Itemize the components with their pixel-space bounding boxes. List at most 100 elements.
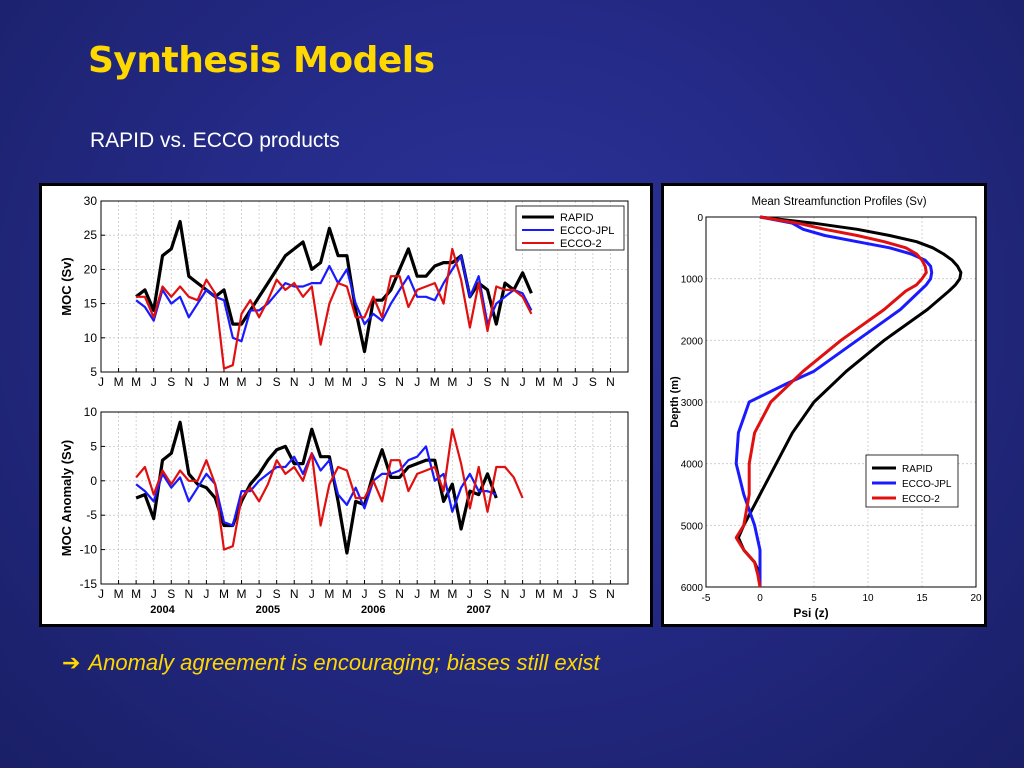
x-tick-label: N (290, 375, 299, 389)
series-line-rapid (135, 420, 498, 555)
x-tick-label: N (395, 375, 404, 389)
x-tick-label: S (378, 587, 386, 601)
year-label: 2006 (361, 604, 385, 616)
x-tick-label: J (362, 587, 368, 601)
x-tick-label: J (151, 587, 157, 601)
year-label: 2004 (150, 604, 175, 616)
x-tick-label: M (447, 587, 457, 601)
y-tick-label: 20 (84, 262, 98, 276)
x-tick-label: J (256, 375, 262, 389)
series-line-ecco-2 (135, 428, 524, 551)
y-tick-label: 2000 (681, 336, 704, 347)
y-tick-label: 1000 (681, 275, 704, 286)
profile-line-ecco-jpl (734, 215, 934, 587)
profile-line-rapid (736, 215, 963, 587)
y-tick-label: -15 (80, 577, 98, 591)
x-tick-label: M (342, 587, 352, 601)
series-line-ecco-2 (136, 247, 533, 370)
x-tick-label: M (553, 375, 563, 389)
x-tick-label: N (290, 587, 299, 601)
y-tick-label: 10 (84, 331, 98, 345)
x-tick-label: N (184, 587, 193, 601)
x-tick-label: M (430, 375, 440, 389)
x-tick-label: S (378, 375, 386, 389)
x-tick-label: J (520, 587, 526, 601)
x-tick-label: J (309, 587, 315, 601)
x-tick-label: M (237, 375, 247, 389)
y-tick-label: 3000 (681, 398, 704, 409)
x-tick-label: S (483, 375, 491, 389)
year-label: 2005 (256, 604, 280, 616)
x-tick-label: M (430, 587, 440, 601)
x-tick-label: M (447, 375, 457, 389)
x-tick-label: S (167, 375, 175, 389)
y-tick-label: 5 (90, 439, 97, 453)
series-line-ecco-jpl (135, 445, 497, 527)
y-tick-label: 0 (90, 474, 97, 488)
x-tick-label: J (467, 587, 473, 601)
x-tick-label: N (606, 587, 615, 601)
x-tick-label: J (362, 375, 368, 389)
y-tick-label: 6000 (681, 583, 704, 594)
x-tick-label: N (606, 375, 615, 389)
legend-label: ECCO-2 (902, 494, 940, 505)
x-tick-label: M (535, 587, 545, 601)
y-tick-label: 30 (84, 194, 98, 208)
y-tick-label: 25 (84, 228, 98, 242)
streamfunction-chart: -5 0 5 10 15 20 0 1000 2000 3000 4000 5000 6000 Mean … (669, 196, 982, 620)
x-tick-label: J (256, 587, 262, 601)
y-axis-label: Depth (m) (669, 376, 681, 428)
series-line-ecco-jpl (135, 254, 533, 343)
legend-label: ECCO-JPL (902, 479, 952, 490)
legend-label: RAPID (560, 212, 594, 224)
y-tick-label: -10 (80, 543, 98, 557)
streamfunction-panel: -5 0 5 10 15 20 0 1000 2000 3000 4000 5000 6000 Mean … (661, 183, 987, 627)
x-tick-label: M (324, 587, 334, 601)
plot-frame (705, 216, 977, 588)
y-tick-label: 5 (90, 365, 97, 379)
x-tick-label: S (273, 375, 281, 389)
x-tick-label: -5 (702, 593, 711, 604)
x-tick-label: 15 (916, 593, 928, 604)
y-tick-label: 0 (697, 213, 703, 224)
x-tick-label: J (520, 375, 526, 389)
x-tick-label: M (535, 375, 545, 389)
x-tick-label: M (114, 375, 124, 389)
x-tick-label: J (203, 375, 209, 389)
x-tick-label: S (589, 587, 597, 601)
year-label: 2007 (466, 604, 490, 616)
x-tick-label: 5 (811, 593, 817, 604)
y-axis-label: MOC Anomaly (Sv) (59, 440, 74, 557)
x-tick-label: M (237, 587, 247, 601)
slide-subtitle: RAPID vs. ECCO products (90, 129, 340, 152)
x-tick-label: J (309, 375, 315, 389)
x-tick-label: M (553, 587, 563, 601)
x-tick-label: S (273, 587, 281, 601)
x-tick-label: S (483, 587, 491, 601)
arrow-icon: ➔ (62, 650, 81, 675)
profile-line-ecco-2 (734, 215, 928, 588)
y-tick-label: 15 (84, 297, 98, 311)
x-tick-label: J (151, 375, 157, 389)
x-tick-label: J (467, 375, 473, 389)
x-tick-label: N (395, 587, 404, 601)
x-tick-label: 10 (862, 593, 874, 604)
x-tick-label: M (219, 587, 229, 601)
x-tick-label: N (184, 375, 193, 389)
x-axis-label: Psi (z) (793, 606, 828, 620)
x-tick-label: J (414, 375, 420, 389)
x-tick-label: J (203, 587, 209, 601)
y-tick-label: -5 (86, 508, 97, 522)
x-tick-label: 20 (970, 593, 982, 604)
x-tick-label: J (572, 375, 578, 389)
x-tick-label: M (131, 587, 141, 601)
x-tick-label: S (167, 587, 175, 601)
x-tick-label: N (501, 587, 510, 601)
y-tick-label: 10 (84, 405, 98, 419)
conclusion-text: Anomaly agreement is encouraging; biases… (88, 650, 600, 675)
legend-label: RAPID (902, 464, 933, 475)
x-tick-label: N (501, 375, 510, 389)
chart-title: Mean Streamfunction Profiles (Sv) (751, 196, 926, 208)
legend-label: ECCO-2 (560, 238, 602, 250)
